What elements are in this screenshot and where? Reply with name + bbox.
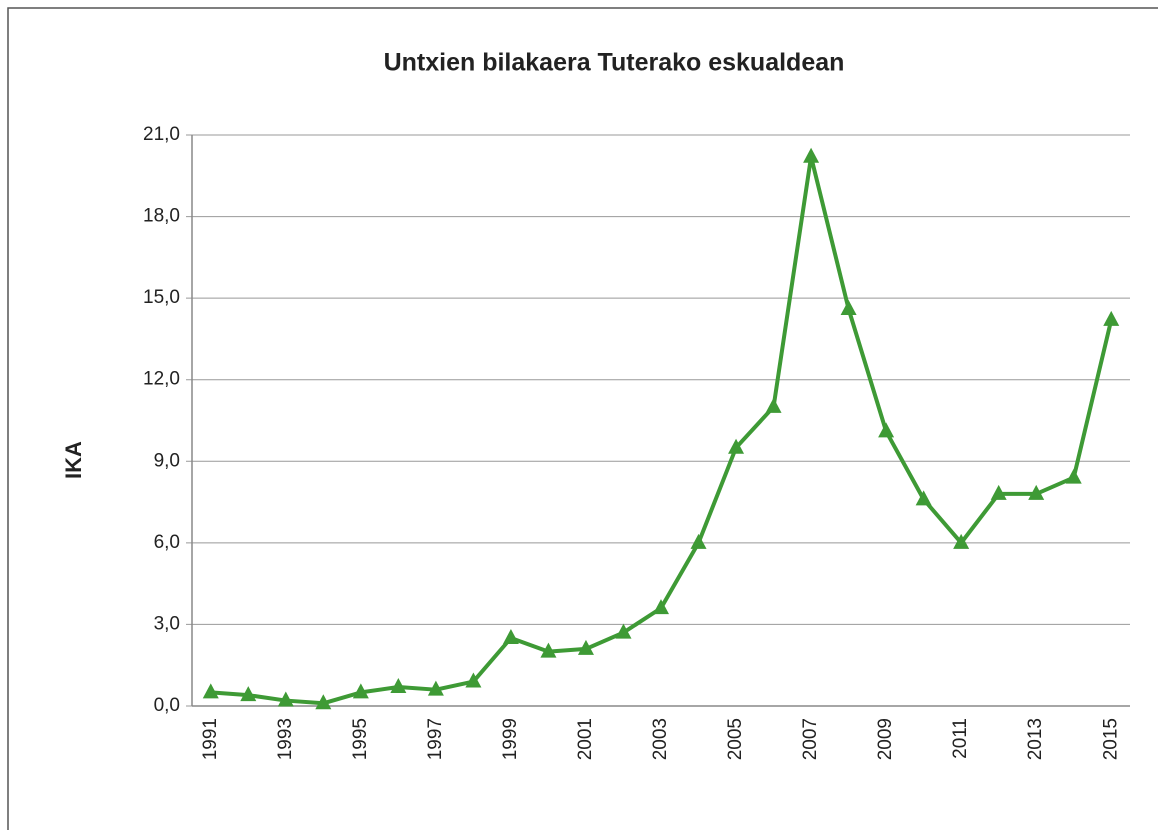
marker — [352, 683, 369, 699]
x-tick-label: 2011 — [950, 718, 971, 759]
x-tick-label: 1991 — [200, 718, 221, 760]
chart-title: Untxien bilakaera Tuterako eskualdean — [384, 49, 845, 77]
marker — [728, 438, 745, 454]
marker — [465, 672, 482, 688]
marker — [277, 691, 294, 707]
marker — [615, 623, 632, 639]
marker — [953, 533, 970, 549]
marker — [315, 694, 332, 710]
marker — [540, 642, 557, 658]
y-tick-label: 12,0 — [143, 369, 180, 390]
x-tick-label: 2015 — [1100, 718, 1121, 760]
x-tick-label: 2009 — [875, 718, 896, 760]
marker — [1028, 484, 1045, 500]
marker — [390, 677, 407, 693]
chart-frame — [7, 7, 1158, 830]
x-tick-label: 2005 — [725, 718, 746, 760]
marker — [915, 490, 932, 506]
marker — [577, 639, 594, 655]
marker — [202, 683, 219, 699]
y-tick-label: 0,0 — [154, 695, 180, 716]
marker — [990, 484, 1007, 500]
x-tick-label: 1997 — [425, 718, 446, 760]
marker — [653, 599, 669, 615]
marker — [878, 422, 895, 438]
marker — [1103, 310, 1120, 326]
x-tick-label: 2003 — [650, 718, 671, 760]
marker — [427, 680, 444, 696]
x-tick-label: 2001 — [575, 718, 596, 760]
marker — [1065, 468, 1082, 484]
x-tick-label: 2013 — [1025, 718, 1046, 760]
y-tick-label: 21,0 — [143, 124, 180, 145]
marker — [502, 629, 519, 645]
y-tick-label: 15,0 — [143, 287, 180, 308]
marker — [690, 533, 707, 549]
x-tick-label: 1995 — [350, 718, 371, 760]
y-tick-label: 18,0 — [143, 206, 180, 227]
x-tick-label: 1999 — [500, 718, 521, 760]
x-tick-label: 2007 — [800, 718, 821, 760]
y-axis-label: IKA — [61, 441, 86, 479]
y-tick-label: 3,0 — [154, 613, 180, 634]
x-tick-label: 1993 — [275, 718, 296, 760]
marker — [765, 397, 782, 413]
marker — [240, 686, 257, 702]
marker — [803, 147, 820, 163]
marker — [840, 300, 857, 316]
y-tick-label: 6,0 — [154, 532, 180, 553]
y-tick-label: 9,0 — [154, 450, 180, 471]
